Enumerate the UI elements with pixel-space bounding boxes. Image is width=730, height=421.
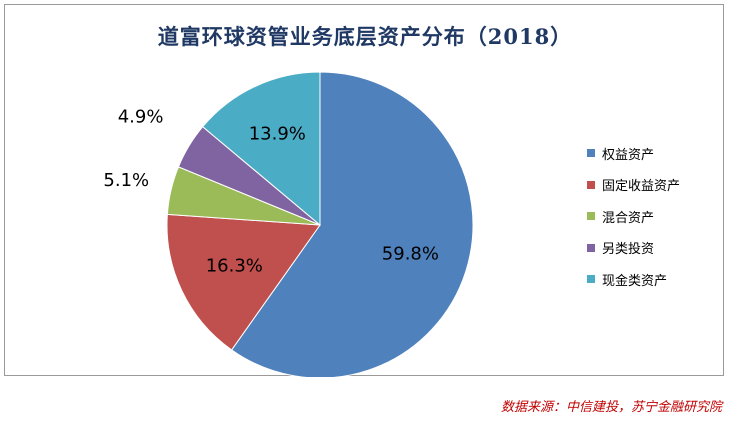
pie-slice-5 (202, 71, 321, 227)
slice-label-5: 13.9% (249, 124, 306, 145)
chart-title: 道富环球资管业务底层资产分布（2018） (157, 24, 573, 49)
slice-label-3: 5.1% (103, 170, 149, 191)
pie-slice-2 (166, 213, 321, 351)
slice-label-2: 16.3% (206, 256, 263, 277)
legend-item-3: 混合资产 (587, 208, 680, 226)
legend-swatch (587, 243, 595, 252)
legend-item-1: 权益资产 (587, 145, 680, 163)
legend-item-5: 现金类资产 (587, 271, 680, 289)
legend-swatch (587, 212, 595, 220)
legend-label: 混合资产 (602, 210, 655, 226)
legend-swatch (587, 149, 595, 157)
legend-label: 另类投资 (602, 242, 655, 257)
chart-frame: 道富环球资管业务底层资产分布（2018） 59.8% 16.3% 5.1% 4.9% 1… (4, 4, 724, 377)
legend-label: 权益资产 (602, 147, 655, 163)
legend-label: 现金类资产 (602, 273, 668, 289)
legend-item-4: 另类投资 (587, 240, 680, 257)
legend: 权益资产固定收益资产 混合资产另类投资现金类资产 (587, 145, 680, 303)
pie-slice-1 (230, 71, 474, 377)
legend-item-2: 固定收益资产 (587, 177, 681, 194)
slice-label-4: 4.9% (118, 107, 164, 128)
legend-swatch (587, 180, 595, 189)
slice-label-1: 59.8% (382, 244, 439, 265)
pie-chart: 59.8% 16.3% 5.1% 4.9% 13.9% (103, 71, 474, 377)
legend-swatch (587, 275, 595, 283)
source-note: 数据来源：中信建投，苏宁金融研究院 (500, 400, 722, 415)
legend-label: 固定收益资产 (602, 179, 681, 194)
